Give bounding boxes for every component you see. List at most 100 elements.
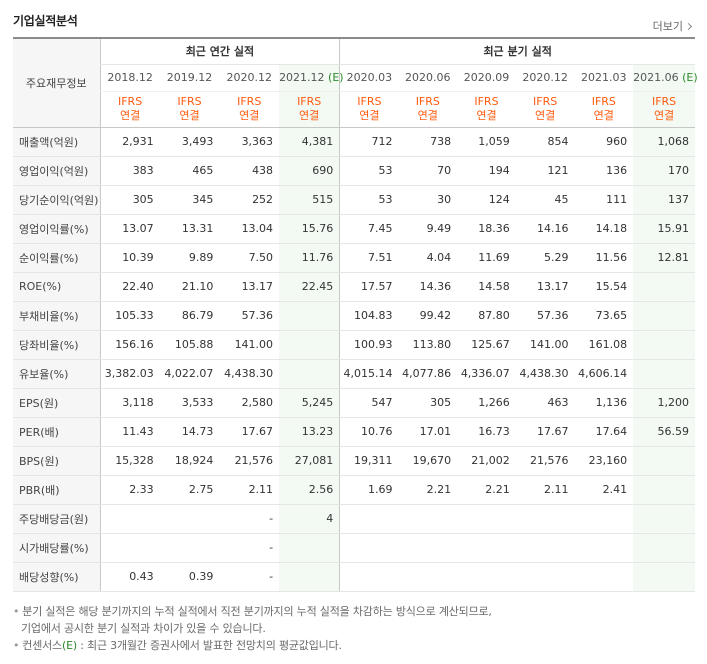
row-label: 배당성향(%) — [13, 562, 100, 592]
table-cell: 11.76 — [279, 243, 340, 273]
table-cell: 56.59 — [633, 417, 695, 447]
table-row: 유보율(%) 3,382.03 4,022.07 4,438.30 4,015.14 4,… — [13, 359, 695, 389]
table-row: 배당성향(%) 0.43 0.39- — [13, 562, 695, 592]
table-cell: 712 — [339, 127, 399, 157]
table-cell: 2.75 — [159, 475, 220, 505]
table-cell — [633, 272, 695, 302]
table-cell: 438 — [219, 156, 280, 186]
table-cell: 121 — [515, 156, 575, 186]
table-cell: 0.39 — [159, 562, 220, 592]
table-cell — [457, 562, 516, 592]
table-cell: 105.88 — [159, 330, 220, 360]
table-cell: 57.36 — [515, 300, 575, 331]
table-cell: 1,059 — [457, 127, 516, 157]
footnote-2: • 컨센서스(E) : 최근 3개월간 증권사에서 발표한 전망치의 평균값입니다… — [13, 639, 342, 652]
table-cell — [515, 533, 575, 563]
table-cell: 170 — [633, 156, 695, 186]
row-label: EPS(원) — [13, 387, 100, 418]
table-cell: 137 — [633, 185, 695, 215]
table-cell — [279, 330, 340, 360]
table-cell: 3,533 — [159, 387, 220, 418]
table-cell: 14.16 — [515, 213, 575, 244]
table-cell — [398, 533, 458, 563]
table-cell: 19,311 — [339, 446, 399, 476]
table-cell: 2.11 — [515, 475, 575, 505]
accounting-standard: IFRS 연결 — [574, 91, 634, 128]
accounting-standard: IFRS 연결 — [457, 91, 516, 128]
table-cell — [279, 359, 340, 389]
table-row: 부채비율(%) 105.33 86.79 57.36 104.83 99.42 87.80 5… — [13, 300, 695, 331]
table-cell: 14.58 — [457, 272, 516, 302]
table-cell — [339, 533, 399, 563]
table-cell: 53 — [339, 156, 399, 186]
financial-table: 주요재무정보 최근 연간 실적 최근 분기 실적 2018.12 2019.12 2… — [13, 37, 698, 592]
accounting-standard: IFRS 연결 — [515, 91, 575, 128]
table-cell: 156.16 — [99, 330, 160, 360]
table-cell: 2.11 — [219, 475, 280, 505]
table-cell: 4,022.07 — [159, 359, 220, 389]
table-cell: 13.17 — [515, 272, 575, 302]
table-cell: 125.67 — [457, 330, 516, 360]
table-cell: 21,576 — [515, 446, 575, 476]
table-cell: 10.39 — [99, 243, 160, 273]
table-cell: 30 — [398, 185, 458, 215]
table-cell: 15.76 — [279, 213, 340, 244]
accounting-standard: IFRS 연결 — [279, 91, 340, 128]
table-cell: 9.89 — [159, 243, 220, 273]
table-cell: 4,606.14 — [574, 359, 634, 389]
table-cell — [515, 562, 575, 592]
table-cell — [633, 330, 695, 360]
table-cell: 21,002 — [457, 446, 516, 476]
table-cell: 12.81 — [633, 243, 695, 273]
table-cell: 70 — [398, 156, 458, 186]
table-cell: 2.41 — [574, 475, 634, 505]
table-cell: 1,068 — [633, 127, 695, 157]
table-cell: 99.42 — [398, 300, 458, 331]
table-cell: 7.45 — [339, 213, 399, 244]
table-cell: 960 — [574, 127, 634, 157]
table-cell: 4 — [279, 503, 340, 534]
chevron-right-icon — [684, 22, 693, 30]
period-header: 2021.03 — [574, 64, 634, 92]
table-cell: 15,328 — [99, 446, 160, 476]
row-label: 유보율(%) — [13, 359, 100, 389]
table-cell: 305 — [398, 387, 458, 418]
accounting-standard: IFRS 연결 — [339, 91, 399, 128]
table-cell: 690 — [279, 156, 340, 186]
table-cell — [457, 503, 516, 534]
table-cell: - — [219, 562, 280, 592]
row-label: 당기순이익(억원) — [13, 185, 100, 215]
table-cell — [633, 503, 695, 534]
table-row: 당기순이익(억원) 305 345 252 515 53 30 124 45 111 137 — [13, 185, 695, 215]
table-cell: 19,670 — [398, 446, 458, 476]
table-cell — [633, 300, 695, 331]
row-label: 주당배당금(원) — [13, 503, 100, 534]
table-cell — [457, 533, 516, 563]
period-header: 2021.12 (E) — [279, 64, 344, 92]
more-link[interactable]: 더보기 — [652, 18, 693, 34]
table-cell — [574, 503, 634, 534]
table-cell: 11.56 — [574, 243, 634, 273]
row-label: 부채비율(%) — [13, 300, 100, 331]
table-cell: 17.67 — [515, 417, 575, 447]
table-cell: 141.00 — [219, 330, 280, 360]
table-cell: 100.93 — [339, 330, 399, 360]
table-cell: 15.91 — [633, 213, 695, 244]
table-cell: 22.45 — [279, 272, 340, 302]
table-cell — [574, 562, 634, 592]
table-cell: 3,118 — [99, 387, 160, 418]
table-cell: 3,493 — [159, 127, 220, 157]
table-cell: 345 — [159, 185, 220, 215]
table-cell — [99, 503, 160, 534]
period-header: 2019.12 — [159, 64, 220, 92]
accounting-standard: IFRS 연결 — [99, 91, 160, 128]
table-cell: 11.43 — [99, 417, 160, 447]
table-cell: 854 — [515, 127, 575, 157]
table-cell: 13.04 — [219, 213, 280, 244]
accounting-standard: IFRS 연결 — [633, 91, 695, 128]
table-cell: 23,160 — [574, 446, 634, 476]
table-cell — [398, 562, 458, 592]
section-title: 기업실적분석 — [13, 14, 78, 28]
more-label: 더보기 — [652, 20, 683, 33]
table-cell: 13.07 — [99, 213, 160, 244]
